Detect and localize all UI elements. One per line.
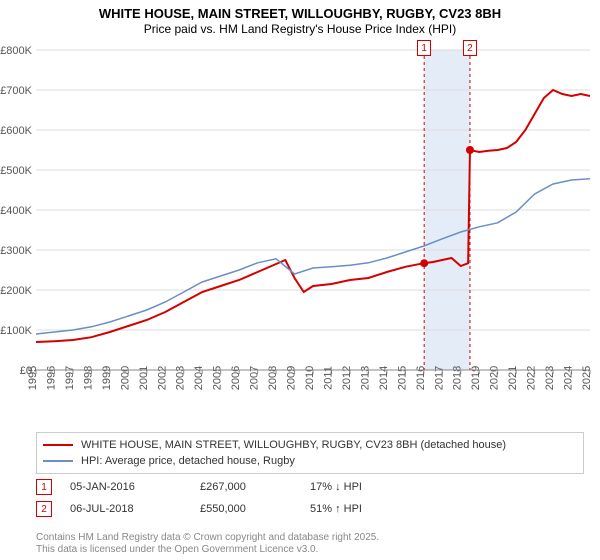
- svg-text:2021: 2021: [507, 366, 519, 390]
- svg-text:2018: 2018: [452, 366, 464, 390]
- svg-text:2023: 2023: [544, 366, 556, 390]
- svg-text:1996: 1996: [45, 366, 57, 390]
- callout-marker-1: 1: [36, 479, 52, 495]
- svg-text:2002: 2002: [156, 366, 168, 390]
- callout-row-1: 1 05-JAN-2016 £267,000 17% ↓ HPI: [36, 476, 584, 498]
- svg-text:2019: 2019: [470, 366, 482, 390]
- svg-text:£800K: £800K: [0, 45, 32, 57]
- legend: WHITE HOUSE, MAIN STREET, WILLOUGHBY, RU…: [36, 432, 584, 474]
- svg-text:2020: 2020: [489, 366, 501, 390]
- svg-text:1995: 1995: [27, 366, 39, 390]
- svg-text:1998: 1998: [82, 366, 94, 390]
- svg-text:£600K: £600K: [0, 125, 32, 137]
- svg-text:£400K: £400K: [0, 205, 32, 217]
- svg-text:2015: 2015: [396, 366, 408, 390]
- callout-marker-2: 2: [36, 501, 52, 517]
- callout-date-2: 06-JUL-2018: [70, 503, 200, 515]
- svg-text:1997: 1997: [64, 366, 76, 390]
- legend-row-2: HPI: Average price, detached house, Rugb…: [43, 453, 577, 469]
- legend-label-hpi: HPI: Average price, detached house, Rugb…: [81, 455, 295, 467]
- callout-price-1: £267,000: [200, 481, 310, 493]
- title-block: WHITE HOUSE, MAIN STREET, WILLOUGHBY, RU…: [0, 0, 600, 36]
- svg-text:1999: 1999: [101, 366, 113, 390]
- svg-text:2022: 2022: [526, 366, 538, 390]
- svg-text:£100K: £100K: [0, 325, 32, 337]
- legend-swatch-price: [43, 444, 73, 446]
- callout-section: 1 05-JAN-2016 £267,000 17% ↓ HPI 2 06-JU…: [36, 476, 584, 520]
- svg-text:£500K: £500K: [0, 165, 32, 177]
- svg-text:2014: 2014: [378, 366, 390, 390]
- legend-label-price: WHITE HOUSE, MAIN STREET, WILLOUGHBY, RU…: [81, 439, 506, 451]
- svg-text:2003: 2003: [175, 366, 187, 390]
- svg-text:£300K: £300K: [0, 245, 32, 257]
- svg-text:2025: 2025: [581, 366, 593, 390]
- chart-container: WHITE HOUSE, MAIN STREET, WILLOUGHBY, RU…: [0, 0, 600, 560]
- svg-text:2006: 2006: [230, 366, 242, 390]
- svg-text:2017: 2017: [433, 366, 445, 390]
- svg-text:£200K: £200K: [0, 285, 32, 297]
- svg-text:2004: 2004: [193, 366, 205, 390]
- svg-text:2000: 2000: [119, 366, 131, 390]
- legend-row-1: WHITE HOUSE, MAIN STREET, WILLOUGHBY, RU…: [43, 437, 577, 453]
- footer-line1: Contains HM Land Registry data © Crown c…: [36, 532, 379, 544]
- svg-text:£700K: £700K: [0, 85, 32, 97]
- svg-text:2001: 2001: [138, 366, 150, 390]
- callout-pct-2: 51% ↑ HPI: [310, 503, 430, 515]
- svg-text:2008: 2008: [267, 366, 279, 390]
- svg-text:2024: 2024: [563, 366, 575, 390]
- callout-date-1: 05-JAN-2016: [70, 481, 200, 493]
- svg-text:2012: 2012: [341, 366, 353, 390]
- title-address: WHITE HOUSE, MAIN STREET, WILLOUGHBY, RU…: [0, 6, 600, 21]
- svg-text:2016: 2016: [415, 366, 427, 390]
- callout-row-2: 2 06-JUL-2018 £550,000 51% ↑ HPI: [36, 498, 584, 520]
- svg-text:2013: 2013: [359, 366, 371, 390]
- svg-text:2010: 2010: [304, 366, 316, 390]
- chart-marker-2: 2: [463, 40, 477, 56]
- svg-text:2009: 2009: [286, 366, 298, 390]
- legend-swatch-hpi: [43, 460, 73, 462]
- footer-line2: This data is licensed under the Open Gov…: [36, 544, 379, 556]
- chart-area: £0£100K£200K£300K£400K£500K£600K£700K£80…: [36, 44, 590, 404]
- chart-marker-1: 1: [417, 40, 431, 56]
- svg-text:2007: 2007: [249, 366, 261, 390]
- callout-price-2: £550,000: [200, 503, 310, 515]
- svg-text:2005: 2005: [212, 366, 224, 390]
- title-subtitle: Price paid vs. HM Land Registry's House …: [0, 22, 600, 36]
- callout-pct-1: 17% ↓ HPI: [310, 481, 430, 493]
- chart-svg: £0£100K£200K£300K£400K£500K£600K£700K£80…: [36, 44, 590, 404]
- footer: Contains HM Land Registry data © Crown c…: [36, 532, 379, 556]
